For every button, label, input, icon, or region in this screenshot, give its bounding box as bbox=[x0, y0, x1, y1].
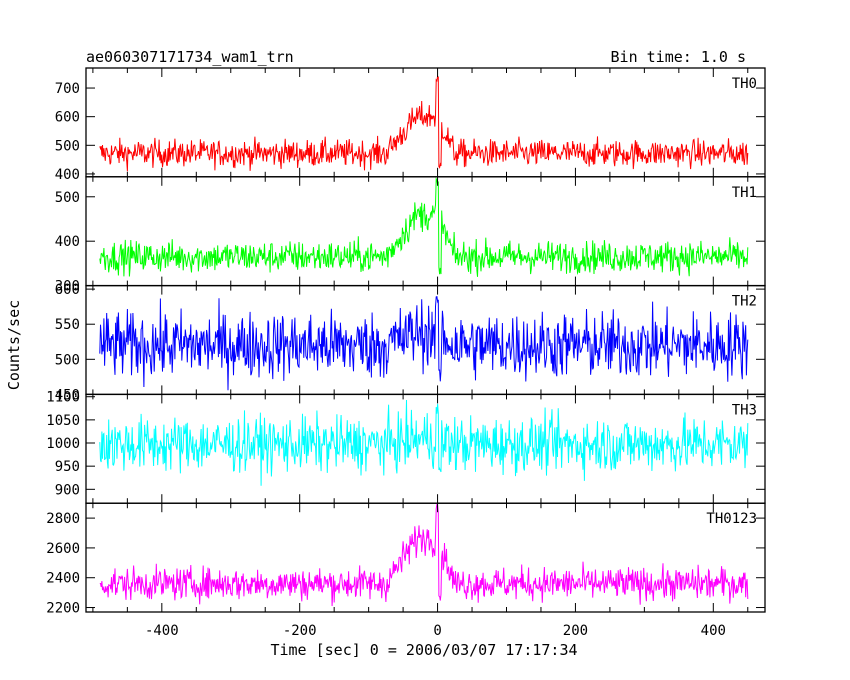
y-tick-label: 500 bbox=[55, 352, 80, 368]
x-tick-label: 0 bbox=[433, 623, 441, 639]
y-tick-label: 900 bbox=[55, 482, 80, 498]
y-tick-label: 950 bbox=[55, 459, 80, 475]
panel-label-th1: TH1 bbox=[732, 185, 757, 201]
y-tick-label: 550 bbox=[55, 317, 80, 333]
panel-label-th0123: TH0123 bbox=[706, 511, 757, 527]
panel-label-th2: TH2 bbox=[732, 294, 757, 310]
x-tick-label: 200 bbox=[563, 623, 588, 639]
series-th2 bbox=[99, 296, 749, 391]
panel-label-th3: TH3 bbox=[732, 402, 757, 418]
bin-time-label: Bin time: 1.0 s bbox=[611, 48, 746, 66]
chart-title: ae060307171734_wam1_trn bbox=[86, 48, 294, 66]
y-tick-label: 1050 bbox=[46, 413, 80, 429]
y-tick-label: 2600 bbox=[46, 541, 80, 557]
y-axis-label: Counts/sec bbox=[5, 300, 23, 390]
y-tick-label: 1100 bbox=[46, 390, 80, 406]
y-tick-label: 600 bbox=[55, 282, 80, 298]
x-tick-label: -200 bbox=[283, 623, 317, 639]
x-axis-label: Time [sec] 0 = 2006/03/07 17:17:34 bbox=[270, 641, 577, 659]
y-tick-label: 400 bbox=[55, 167, 80, 183]
panel-label-th0: TH0 bbox=[732, 76, 757, 92]
y-tick-label: 2200 bbox=[46, 601, 80, 617]
y-tick-label: 300 bbox=[55, 279, 80, 295]
panel-frame-th1 bbox=[85, 176, 766, 287]
y-tick-label: 600 bbox=[55, 110, 80, 126]
series-th0 bbox=[99, 74, 749, 172]
y-tick-label: 700 bbox=[55, 81, 80, 97]
y-tick-label: 400 bbox=[55, 234, 80, 250]
x-tick-label: 400 bbox=[701, 623, 726, 639]
series-th1 bbox=[99, 176, 749, 277]
series-th0123 bbox=[99, 503, 749, 607]
y-tick-label: 2400 bbox=[46, 571, 80, 587]
x-tick-label: -400 bbox=[145, 623, 179, 639]
y-tick-label: 1000 bbox=[46, 436, 80, 452]
series-th3 bbox=[99, 399, 749, 486]
y-tick-label: 2800 bbox=[46, 511, 80, 527]
y-tick-label: 500 bbox=[55, 138, 80, 154]
y-tick-label: 450 bbox=[55, 387, 80, 403]
y-tick-label: 500 bbox=[55, 190, 80, 206]
panel-frame-th0123 bbox=[85, 502, 766, 613]
panels-group: 400 500 600 700 TH0 300 400 500 TH1 450 500 550 600 T… bbox=[46, 67, 766, 639]
